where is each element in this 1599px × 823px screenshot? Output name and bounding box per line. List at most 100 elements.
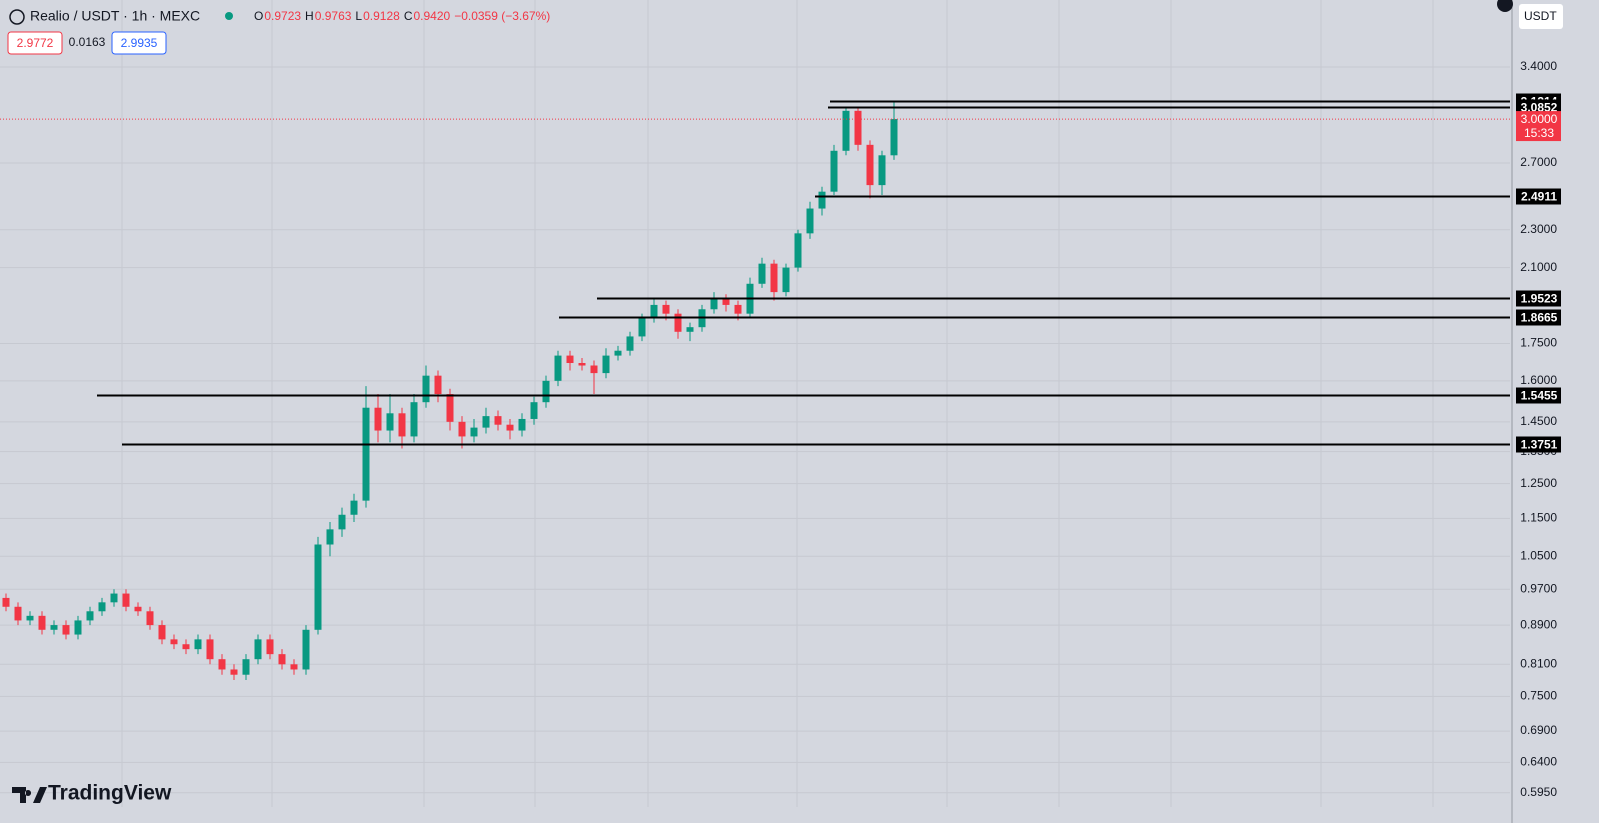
buy-button[interactable]	[111, 31, 167, 55]
countdown: 15:33	[1524, 126, 1554, 140]
candle-body	[38, 615, 46, 630]
y-tick-label: 0.8100	[1520, 656, 1557, 670]
candle-body	[506, 424, 514, 431]
candle-body	[326, 529, 334, 545]
candle-body	[854, 110, 862, 145]
candle-body	[626, 336, 634, 351]
y-tick-label: 1.4500	[1520, 414, 1557, 428]
candle-body	[530, 402, 538, 419]
currency-select[interactable]	[1519, 4, 1563, 29]
candle-body	[230, 669, 238, 675]
candle-body	[830, 150, 838, 192]
candle-body	[818, 191, 826, 209]
y-tick-label: 1.2500	[1520, 476, 1557, 490]
symbol-icon	[9, 9, 25, 25]
level-tag	[1516, 188, 1561, 205]
candle-body	[362, 407, 370, 501]
y-tick-label: 2.7000	[1520, 155, 1557, 169]
buy-price[interactable]: 2.9935	[121, 36, 158, 50]
level-label: 1.9523	[1521, 292, 1558, 306]
ohlc-key: L	[355, 9, 362, 23]
candle-body	[650, 304, 658, 319]
candle-body	[2, 597, 10, 607]
y-tick-label: 0.7500	[1520, 689, 1557, 703]
candle-body	[782, 267, 790, 293]
candle-body	[722, 298, 730, 305]
candle-body	[146, 611, 154, 626]
sell-button[interactable]	[7, 31, 63, 55]
candle-body	[26, 615, 34, 621]
last-price-label: 3.0000	[1521, 112, 1558, 126]
add-button[interactable]	[1497, 0, 1513, 12]
candle-body	[254, 639, 262, 660]
header: Realio / USDT · 1h · MEXC O 0.9723 H 0.9763 L…	[7, 0, 1563, 805]
level-tag	[1516, 436, 1561, 453]
candle-body	[842, 110, 850, 151]
candle-body	[590, 365, 598, 374]
candle-body	[686, 327, 694, 332]
currency[interactable]: USDT	[1524, 9, 1557, 23]
ohlc-key: O	[254, 9, 263, 23]
candle-body	[158, 625, 166, 640]
candle-body	[242, 659, 250, 675]
level-tag	[1516, 290, 1561, 307]
candle-body	[314, 544, 322, 630]
y-tick-label: 1.0500	[1520, 548, 1557, 562]
candle-body	[98, 602, 106, 612]
candle-body	[14, 606, 22, 621]
candle-body	[62, 625, 70, 635]
y-tick-label: 0.8900	[1520, 617, 1557, 631]
candle-body	[734, 304, 742, 314]
plot	[0, 100, 1510, 681]
y-tick-label: 1.7500	[1520, 336, 1557, 350]
candle-body	[266, 639, 274, 655]
change: −0.0359 (−3.67%)	[454, 9, 550, 23]
y-tick-label: 0.6400	[1520, 755, 1557, 769]
price-axis: 3.4000 2.7000 2.3000 2.1000 1.7500 1.6000 1.45…	[1511, 0, 1561, 823]
candle-body	[386, 413, 394, 431]
y-tick-label: 3.4000	[1520, 59, 1557, 73]
ohlc-value: 0.9420	[413, 9, 450, 23]
sell-price[interactable]: 2.9772	[17, 36, 54, 50]
level-tag	[1516, 309, 1561, 326]
candle-body	[446, 394, 454, 422]
level-label: 2.4911	[1521, 190, 1557, 204]
candle-body	[50, 625, 58, 630]
candle-body	[398, 413, 406, 437]
candle-body	[662, 304, 670, 314]
candle-body	[494, 416, 502, 425]
ohlc-value: 0.9763	[315, 9, 352, 23]
candle-body	[470, 427, 478, 437]
brand: TradingView	[48, 782, 172, 805]
candle-body	[758, 263, 766, 284]
candle-body	[578, 363, 586, 366]
candle-body	[194, 639, 202, 650]
grid	[0, 0, 1510, 807]
y-tick-label: 0.5950	[1520, 785, 1557, 799]
candle-body	[278, 654, 286, 665]
candle-body	[614, 350, 622, 356]
candle-body	[638, 318, 646, 337]
candle-body	[890, 119, 898, 156]
candle-body	[74, 620, 82, 635]
y-tick-label: 0.9700	[1520, 581, 1557, 595]
symbol[interactable]: Realio / USDT · 1h · MEXC	[30, 8, 200, 24]
candle-body	[878, 155, 886, 186]
last-price-tag	[1516, 111, 1561, 142]
candle-body	[86, 611, 94, 621]
candle-body	[134, 606, 142, 612]
y-tick-label: 2.3000	[1520, 222, 1557, 236]
status-dot	[225, 12, 233, 20]
level-label: 1.3751	[1521, 438, 1558, 452]
level-tag	[1516, 387, 1561, 404]
candle-body	[770, 263, 778, 293]
candle-body	[122, 593, 130, 607]
candle-body	[206, 639, 214, 660]
ohlc-key: C	[404, 9, 413, 23]
y-tick-label: 0.6900	[1520, 723, 1557, 737]
y-tick-label: 1.6000	[1520, 373, 1557, 387]
candle-body	[566, 355, 574, 364]
candle-body	[170, 639, 178, 645]
